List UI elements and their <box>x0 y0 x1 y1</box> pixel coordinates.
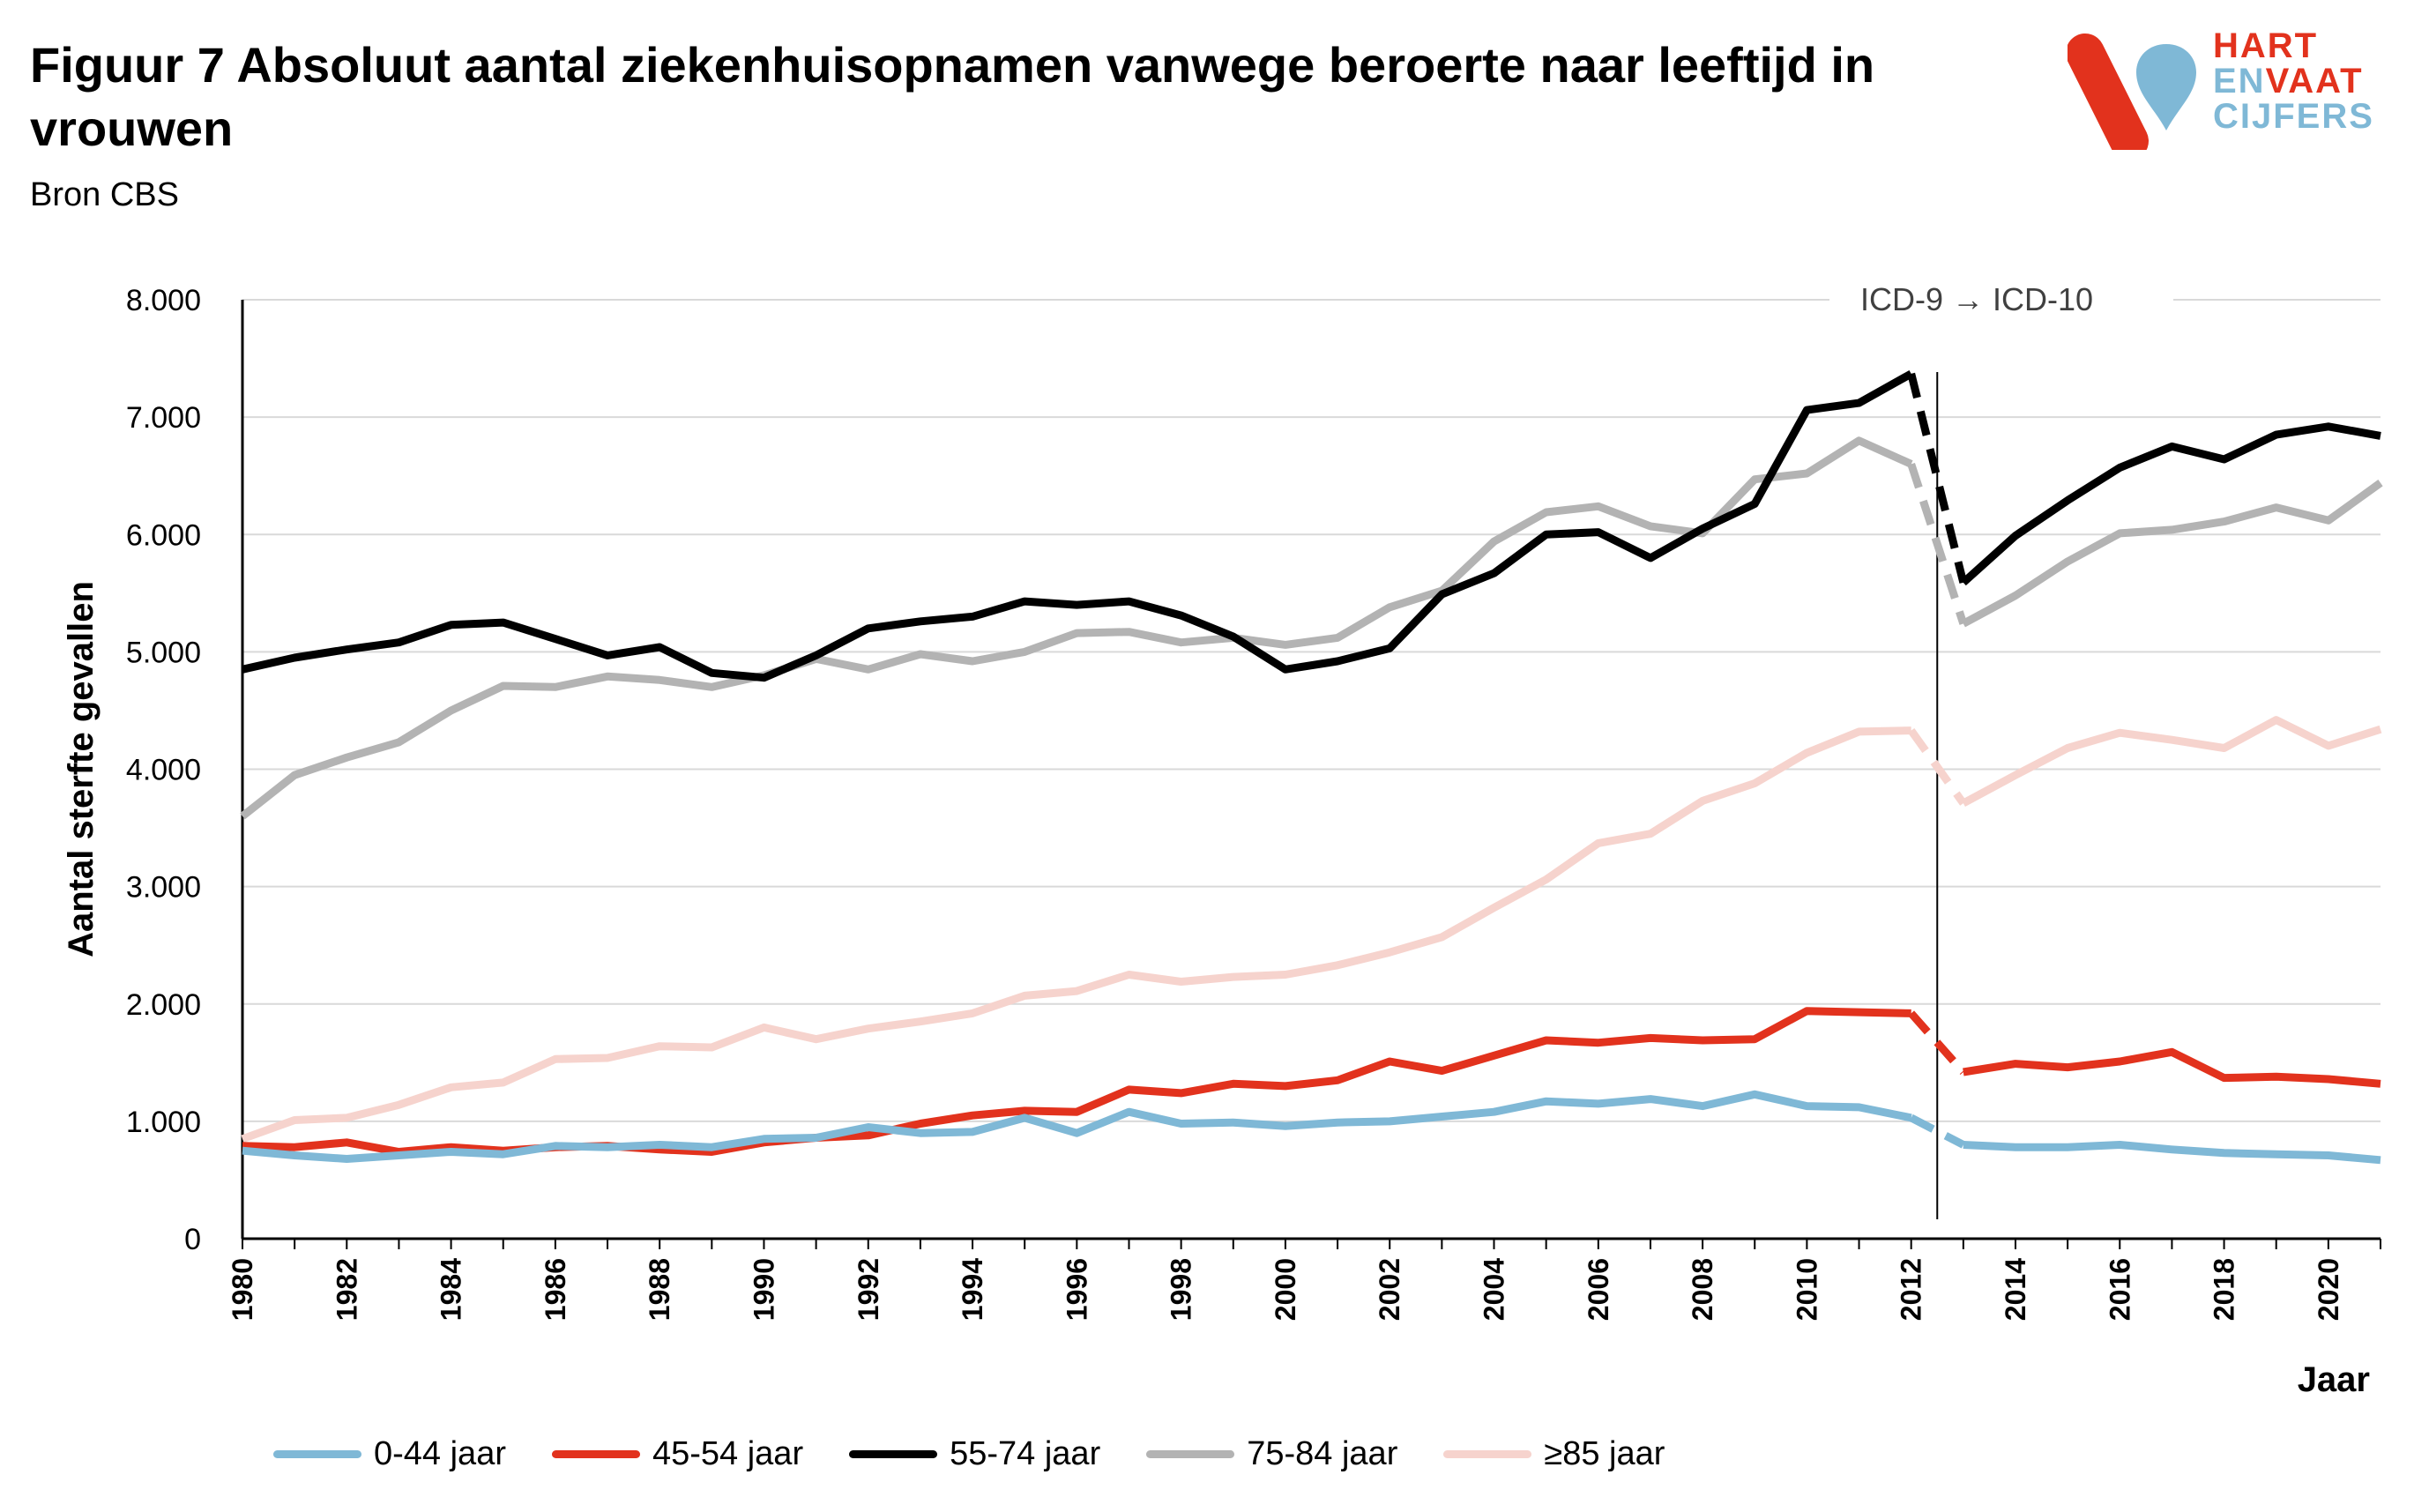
hartenvaat-logo: HART ENVAAT CIJFERS <box>2066 26 2411 160</box>
logo-text-line1: HART <box>2213 26 2319 65</box>
legend-label: 45-54 jaar <box>652 1435 804 1472</box>
y-tick-label: 6.000 <box>126 518 201 552</box>
x-tick-label: 1982 <box>331 1258 362 1321</box>
x-tick-label: 1988 <box>644 1258 675 1321</box>
x-tick-label: 2016 <box>2104 1258 2135 1321</box>
y-tick-label: 2.000 <box>126 988 201 1022</box>
x-tick-label: 1998 <box>1166 1258 1197 1321</box>
chart-title: Figuur 7 Absoluut aantal ziekenhuisopnam… <box>30 37 1875 156</box>
legend-swatch <box>273 1450 361 1458</box>
x-tick-label: 2020 <box>2313 1258 2344 1321</box>
series-45-54-jaar <box>242 1007 2381 1156</box>
y-tick-label: 7.000 <box>126 401 201 435</box>
series-0-44-jaar <box>242 1090 2381 1165</box>
y-tick-label: 8.000 <box>126 284 201 317</box>
logo-text-line3: CIJFERS <box>2213 97 2374 136</box>
x-tick-label: 2004 <box>1479 1258 1510 1321</box>
legend-swatch <box>551 1450 640 1458</box>
y-tick-label: 5.000 <box>126 636 201 669</box>
legend-item: 55-74 jaar <box>849 1435 1100 1473</box>
legend-swatch <box>1443 1450 1532 1458</box>
x-tick-label: 1994 <box>957 1258 988 1321</box>
y-tick-label: 0 <box>184 1223 201 1256</box>
x-tick-label: 2008 <box>1687 1258 1718 1321</box>
series-line <box>242 1090 1912 1163</box>
x-tick-label: 1984 <box>436 1258 467 1321</box>
x-tick-label: 2006 <box>1583 1258 1614 1321</box>
y-tick-label: 4.000 <box>126 754 201 787</box>
logo-text-line2: ENVAAT <box>2213 63 2364 99</box>
legend-swatch <box>849 1450 938 1458</box>
chart-subtitle: Bron CBS <box>30 176 179 213</box>
x-tick-label: 1992 <box>853 1258 884 1321</box>
x-tick-label: 1986 <box>540 1258 571 1321</box>
series-line <box>1963 1047 2381 1088</box>
series-break-dashed <box>1908 1010 1967 1075</box>
x-tick-label: 1990 <box>748 1258 779 1321</box>
x-tick-label: 2000 <box>1270 1258 1301 1321</box>
series-break-dashed <box>1908 727 1967 806</box>
series--85-jaar <box>241 716 2382 1143</box>
series-line <box>240 436 1913 820</box>
series-line <box>241 726 1911 1143</box>
y-axis-title: Aantal sterfte gevallen <box>62 581 101 957</box>
series-line <box>1963 1141 2381 1165</box>
x-tick-label: 2014 <box>2000 1258 2031 1321</box>
legend-item: 45-54 jaar <box>551 1435 804 1473</box>
series-line <box>242 369 1913 682</box>
legend-label: ≥85 jaar <box>1544 1435 1665 1472</box>
series-line <box>1960 422 2381 586</box>
x-tick-label: 2018 <box>2209 1258 2240 1321</box>
x-tick-label: 1996 <box>1061 1258 1092 1321</box>
x-axis-title: Jaar <box>2298 1360 2370 1399</box>
chart-legend: 0-44 jaar 45-54 jaar 55-74 jaar 75-84 jaar ≥… <box>273 1435 1710 1473</box>
logo-text-en: EN <box>2213 62 2266 101</box>
series-break-dashed <box>1909 1114 1965 1149</box>
x-tick-label: 2012 <box>1896 1258 1927 1321</box>
icd-annotation-label: ICD-9 → ICD-10 <box>1860 281 2093 317</box>
legend-item: 0-44 jaar <box>273 1435 506 1473</box>
series-break-dashed <box>1907 462 1968 625</box>
legend-label: 55-74 jaar <box>950 1435 1101 1472</box>
legend-swatch <box>1146 1450 1235 1458</box>
legend-item: 75-84 jaar <box>1146 1435 1397 1473</box>
series-55-74-jaar <box>242 369 2381 682</box>
series-break-dashed <box>1907 372 1968 584</box>
logo-mark-icon <box>2066 34 2196 160</box>
y-tick-label: 3.000 <box>126 871 201 905</box>
legend-label: 0-44 jaar <box>374 1435 506 1472</box>
x-tick-label: 1980 <box>227 1258 258 1321</box>
series-line <box>1961 480 2383 628</box>
y-tick-label: 1.000 <box>126 1106 201 1139</box>
x-tick-label: 2010 <box>1791 1258 1822 1321</box>
x-tick-label: 2002 <box>1374 1258 1405 1321</box>
series-line <box>1961 716 2382 808</box>
legend-item: ≥85 jaar <box>1443 1435 1665 1473</box>
series-75-84-jaar <box>240 436 2383 820</box>
legend-label: 75-84 jaar <box>1247 1435 1398 1472</box>
logo-text-vaat: VAAT <box>2265 62 2364 101</box>
